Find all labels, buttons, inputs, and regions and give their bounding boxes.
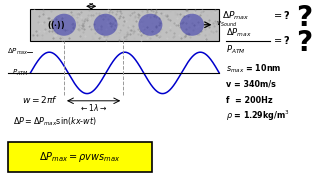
Ellipse shape	[52, 14, 76, 36]
Text: $s_{max}$ = 10nm: $s_{max}$ = 10nm	[226, 62, 281, 75]
Text: $\Delta P_{max}$: $\Delta P_{max}$	[7, 47, 29, 57]
Text: $v_{Sound}$: $v_{Sound}$	[216, 20, 237, 29]
Text: $\Delta P_{max}$: $\Delta P_{max}$	[226, 26, 251, 39]
FancyBboxPatch shape	[8, 142, 152, 172]
Ellipse shape	[138, 14, 162, 36]
Text: $\Delta P = \Delta P_{max}\sin(kx\text{-}wt)$: $\Delta P = \Delta P_{max}\sin(kx\text{-…	[13, 115, 97, 128]
Text: v = 340m/s: v = 340m/s	[226, 80, 276, 89]
Text: f  = 200Hz: f = 200Hz	[226, 96, 272, 105]
Text: $P_{ATM}$: $P_{ATM}$	[226, 43, 245, 56]
Text: $\Delta P_{max} = \rho v w s_{max}$: $\Delta P_{max} = \rho v w s_{max}$	[39, 150, 121, 164]
Text: $P_{ATM}$: $P_{ATM}$	[12, 68, 29, 78]
Text: $= \mathbf{?}$: $= \mathbf{?}$	[272, 35, 291, 46]
Text: $\leftarrow 1\lambda \rightarrow$: $\leftarrow 1\lambda \rightarrow$	[79, 102, 108, 113]
Text: ?: ?	[296, 29, 312, 57]
Ellipse shape	[94, 14, 118, 36]
Text: $= \mathbf{?}$: $= \mathbf{?}$	[272, 9, 291, 21]
Text: $\mathbf{((\bullet))}$: $\mathbf{((\bullet))}$	[47, 19, 65, 31]
Text: ?: ?	[296, 4, 312, 32]
Text: $w = 2\pi f$: $w = 2\pi f$	[22, 94, 58, 105]
Text: $\Delta P_{max}$: $\Delta P_{max}$	[222, 9, 250, 22]
Ellipse shape	[180, 14, 204, 36]
Text: $\rho$ = 1.29kg/m$^3$: $\rho$ = 1.29kg/m$^3$	[226, 109, 290, 123]
Text: $\mathbf{S_{Max}}$: $\mathbf{S_{Max}}$	[81, 0, 101, 3]
Bar	[30, 9, 219, 40]
